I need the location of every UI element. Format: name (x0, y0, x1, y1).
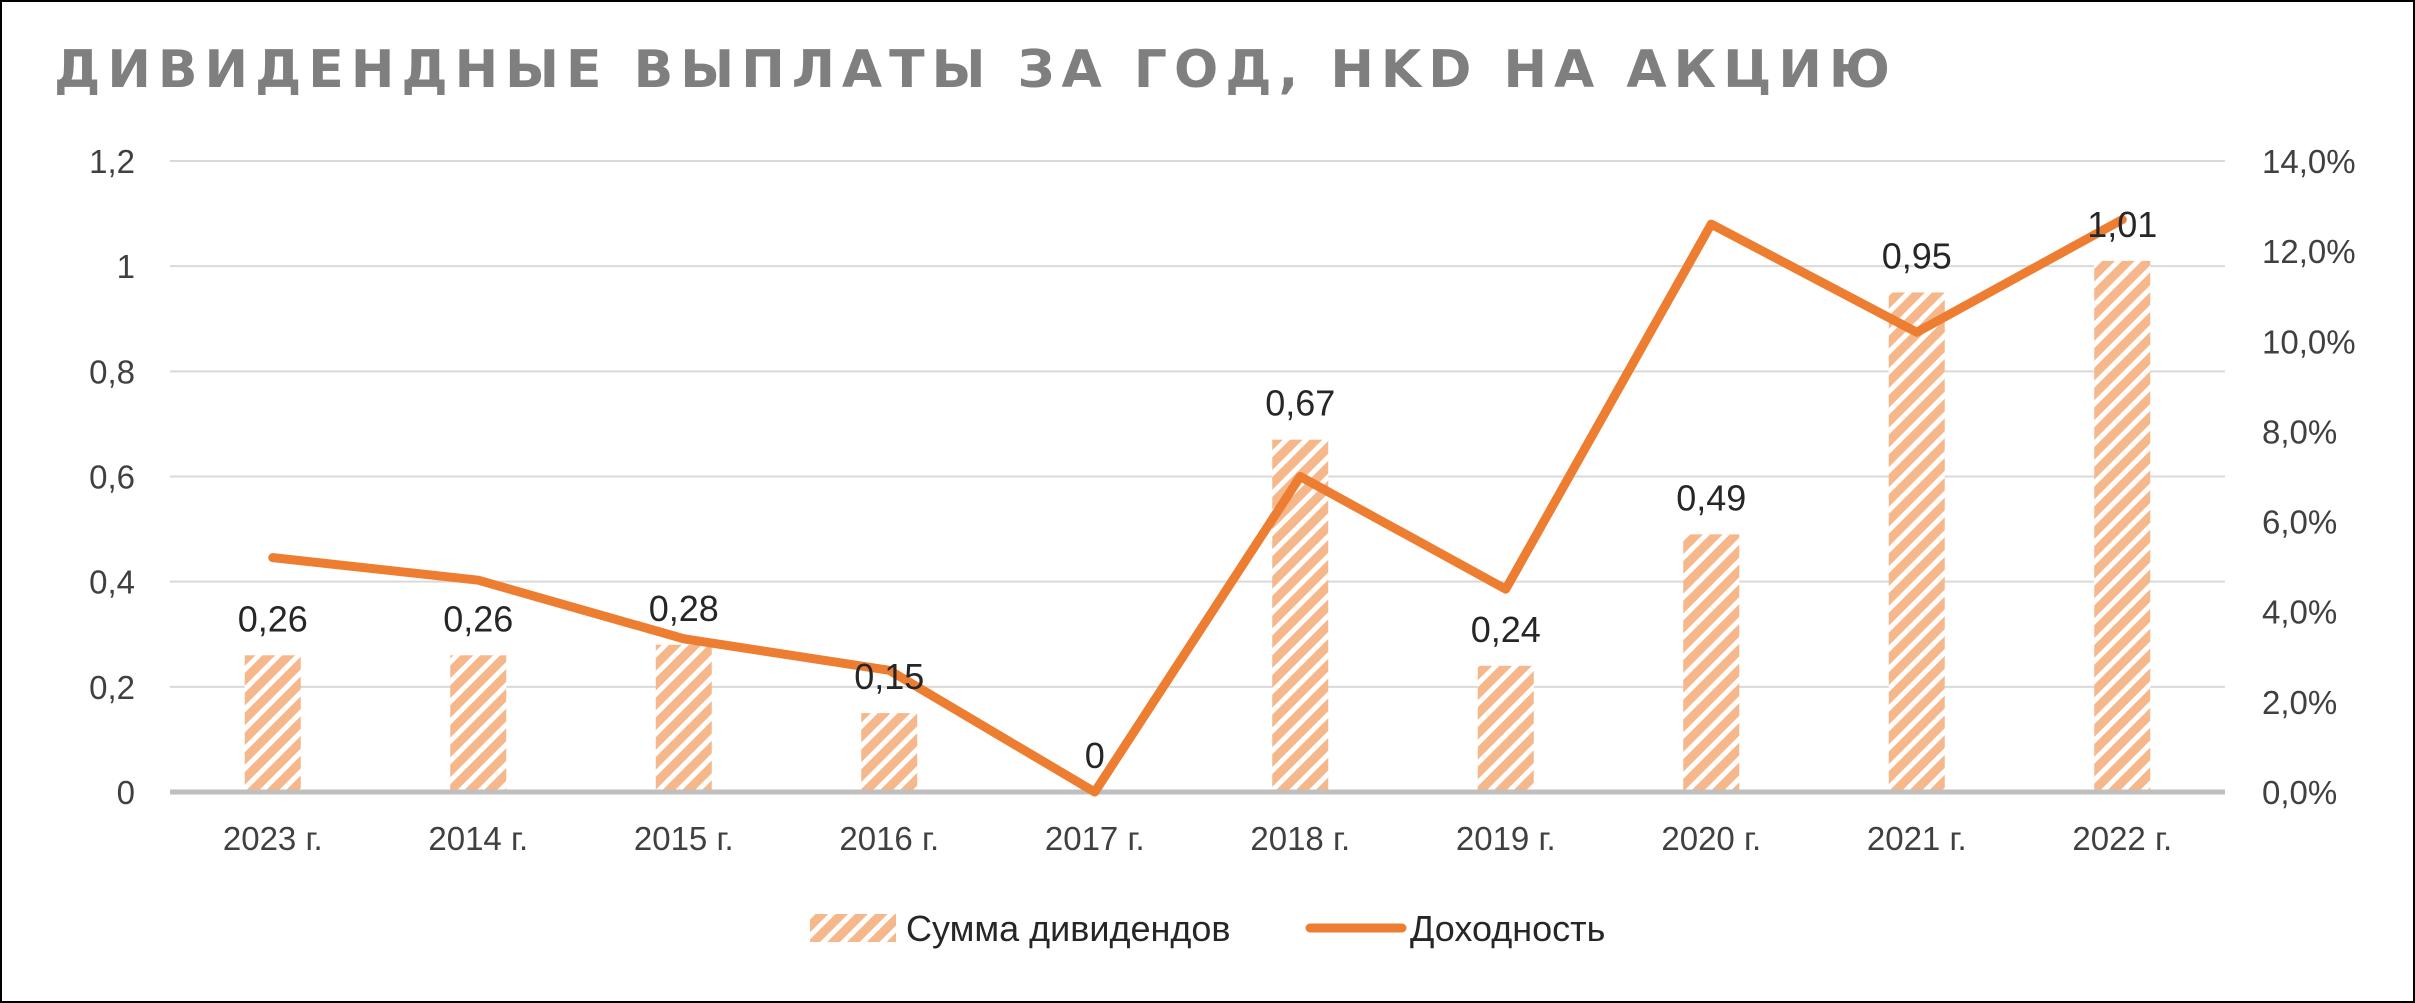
legend-line-label: Доходность (1410, 908, 1605, 949)
bar (861, 713, 918, 792)
yield-point (1915, 331, 1918, 334)
bar-data-label: 0,15 (854, 656, 924, 697)
y-right-tick-label: 6,0% (2262, 504, 2337, 541)
bar-data-label: 0,95 (1882, 235, 1952, 276)
legend-bar-label: Сумма дивидендов (906, 908, 1231, 949)
bar-data-label: 0,67 (1265, 383, 1335, 424)
bar-data-label: 0,49 (1676, 477, 1746, 518)
bar-data-label: 0,26 (443, 598, 513, 639)
x-tick-label: 2017 г. (1045, 820, 1145, 857)
x-tick-label: 2022 г. (2072, 820, 2172, 857)
yield-point (888, 669, 891, 672)
yield-line (268, 215, 2127, 797)
bar-data-label: 0,26 (238, 598, 308, 639)
x-tick-label: 2019 г. (1456, 820, 1556, 857)
bar (1477, 665, 1534, 792)
bar (244, 655, 301, 792)
bar (1888, 292, 1945, 792)
y-left-tick-label: 0 (117, 774, 135, 811)
y-right-tick-label: 12,0% (2262, 233, 2356, 270)
yield-point (477, 579, 480, 582)
legend-bar-swatch (810, 914, 896, 942)
bar (1272, 439, 1329, 792)
bar (1683, 534, 1740, 792)
bar (655, 644, 712, 792)
yield-point (1093, 791, 1096, 793)
yield-point (1299, 475, 1302, 478)
y-left-tick-label: 1 (117, 248, 135, 285)
yield-point (1710, 223, 1713, 226)
bar-data-label: 0 (1085, 735, 1105, 776)
bar-data-label: 0,28 (649, 588, 719, 629)
y-left-tick-label: 0,6 (89, 459, 135, 496)
yield-point (682, 637, 685, 640)
axes: 0 0,2 0,4 0,6 0,8 1 1,2 0,0% 2,0% 4,0% 6,0% 8,0% 10,… (89, 143, 2355, 857)
x-tick-label: 2014 г. (428, 820, 528, 857)
y-left-tick-label: 0,4 (89, 564, 135, 601)
y-right-tick-label: 8,0% (2262, 413, 2337, 450)
bar-data-label: 1,01 (2087, 204, 2157, 245)
x-tick-label: 2020 г. (1661, 820, 1761, 857)
yield-point (271, 556, 274, 559)
y-right-tick-label: 0,0% (2262, 774, 2337, 811)
x-tick-label: 2015 г. (634, 820, 734, 857)
bar (2094, 260, 2151, 792)
y-right-tick-label: 14,0% (2262, 143, 2356, 180)
bar (450, 655, 507, 792)
gridlines (170, 160, 2225, 688)
yield-point (2121, 218, 2124, 221)
x-tick-label: 2021 г. (1867, 820, 1967, 857)
y-right-tick-label: 2,0% (2262, 684, 2337, 721)
x-tick-label: 2018 г. (1250, 820, 1350, 857)
x-tick-label: 2023 г. (223, 820, 323, 857)
line-series (268, 215, 2127, 797)
y-left-tick-label: 0,2 (89, 669, 135, 706)
yield-point (1504, 588, 1507, 591)
chart-title: ДИВИДЕНДНЫЕ ВЫПЛАТЫ ЗА ГОД, HKD НА АКЦИЮ (54, 40, 1897, 100)
data-labels: 0,26 0,26 0,28 0,15 0 0,67 0,24 0,49 0,95 1,01 (238, 204, 2158, 776)
legend: Сумма дивидендов Доходность (810, 908, 1605, 949)
bar-series (244, 260, 2151, 792)
y-left-tick-label: 0,8 (89, 353, 135, 390)
y-right-tick-label: 10,0% (2262, 323, 2356, 360)
y-left-tick-label: 1,2 (89, 143, 135, 180)
y-right-tick-label: 4,0% (2262, 594, 2337, 631)
bar-data-label: 0,24 (1471, 609, 1541, 650)
x-tick-label: 2016 г. (839, 820, 939, 857)
